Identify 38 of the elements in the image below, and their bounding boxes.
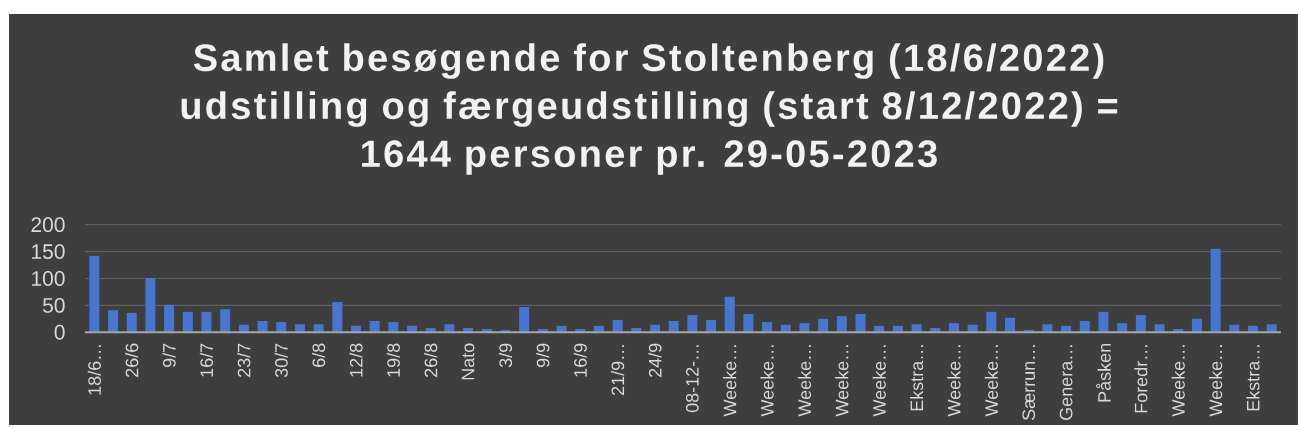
y-tick-label: 200 — [31, 217, 65, 233]
x-tick-label: 26/8 — [424, 343, 438, 377]
x-tick-label: Weeke… — [723, 345, 737, 417]
x-tick-label: Særrun… — [1022, 345, 1036, 421]
y-tick-label: 0 — [54, 324, 65, 340]
x-tick-label: 30/7 — [274, 343, 288, 378]
y-tick-label: 50 — [42, 297, 65, 313]
x-tick-label: Weeke… — [835, 345, 849, 417]
x-tick-label: Weeke… — [760, 345, 774, 417]
x-tick-label: Weeke… — [984, 345, 998, 417]
x-tick-label: 23/7 — [237, 343, 251, 377]
chart-title: Samlet besøgende for Stoltenberg (18/6/2022) udstilling og færgeudstilling (start 8/12/2022) = 1644 personer pr. 29-05-2023 — [181, 43, 1118, 175]
x-tick-label: 6/8 — [311, 343, 326, 367]
x-tick-label: 9/7 — [162, 343, 176, 367]
x-tick-label: 18/6… — [87, 345, 101, 395]
x-tick-label: 16/7 — [199, 343, 214, 377]
x-tick-label: Ekstra… — [1246, 345, 1260, 411]
x-tick-label: Genera… — [1059, 345, 1073, 420]
x-tick-label: Weeke… — [872, 345, 886, 417]
x-tick-label: 9/9 — [536, 343, 550, 367]
y-tick-label: 150 — [32, 244, 65, 260]
x-tick-label: 21/9… — [610, 345, 625, 395]
x-tick-label: Weeke… — [947, 345, 961, 417]
x-tick-label: 19/8 — [386, 343, 400, 377]
x-tick-label: 26/6 — [125, 343, 139, 377]
x-tick-label: Nato — [461, 343, 475, 380]
x-tick-label: 08-12-… — [685, 345, 699, 413]
x-tick-label: 12/8 — [349, 343, 363, 377]
x-tick-label: 24/9 — [648, 343, 662, 377]
y-tick-label: 100 — [32, 271, 65, 286]
x-tick-label: 3/9 — [498, 343, 513, 368]
x-tick-label: Weeke… — [1208, 345, 1223, 417]
x-tick-label: Foredr… — [1134, 345, 1148, 413]
x-tick-label: Weeke… — [1171, 345, 1185, 417]
x-tick-label: Påsken — [1096, 343, 1111, 402]
x-tick-label: Ekstra… — [909, 345, 924, 411]
x-tick-label: Weeke… — [797, 345, 812, 417]
x-tick-label: 16/9 — [573, 343, 587, 377]
